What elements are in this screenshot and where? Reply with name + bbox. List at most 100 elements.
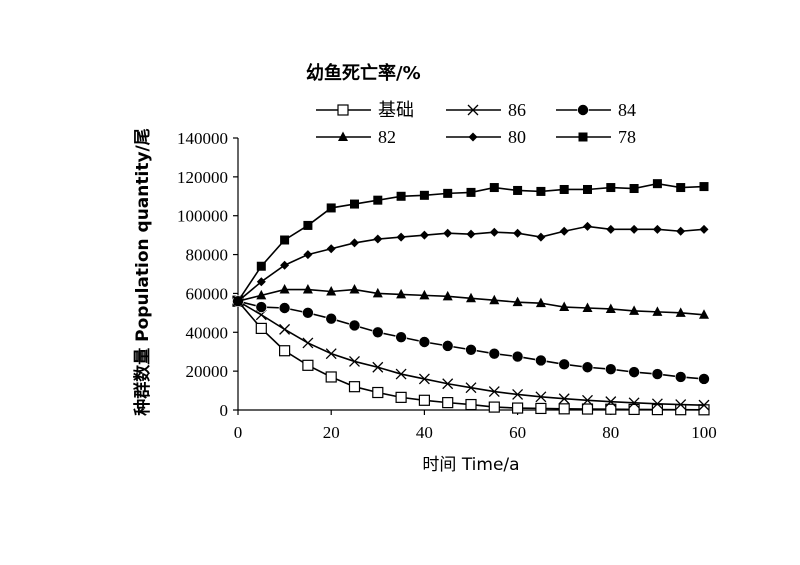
data-point (535, 297, 546, 308)
data-point (278, 302, 291, 314)
legend-item: 80 (446, 127, 526, 147)
data-point (441, 340, 454, 352)
data-point (418, 373, 430, 385)
x-tick-label: 0 (234, 423, 243, 442)
legend-item: 86 (446, 100, 526, 120)
data-point (465, 343, 477, 356)
x-tick-label: 20 (323, 423, 340, 442)
data-point (699, 224, 709, 234)
legend-marker (467, 104, 479, 116)
data-point (395, 331, 407, 343)
data-point (559, 301, 570, 312)
y-tick-label: 100000 (177, 207, 228, 226)
data-point (280, 235, 290, 245)
data-point (325, 371, 337, 383)
legend-marker (337, 104, 349, 116)
data-point (326, 285, 337, 296)
data-point (513, 228, 523, 238)
data-point (325, 348, 337, 360)
data-point (606, 224, 616, 234)
x-tick-label: 40 (416, 423, 433, 442)
data-point (442, 378, 454, 390)
data-point (488, 347, 501, 360)
legend-label: 基础 (378, 100, 414, 121)
data-point (396, 191, 406, 201)
legend-marker (338, 131, 348, 141)
legend-marker (577, 104, 589, 116)
data-point (512, 388, 524, 400)
data-point (511, 402, 524, 414)
data-point (628, 403, 640, 416)
data-point (372, 287, 383, 298)
x-tick-label: 100 (691, 423, 717, 442)
data-point (604, 363, 617, 376)
data-point (605, 403, 617, 415)
data-point (698, 373, 710, 385)
data-point (582, 302, 593, 312)
data-point (558, 403, 570, 415)
y-tick-label: 80000 (186, 246, 229, 265)
data-point (256, 261, 266, 271)
data-point (488, 401, 500, 413)
y-tick-label: 120000 (177, 168, 228, 187)
series-3 (232, 295, 710, 385)
data-point (279, 284, 290, 294)
data-point (395, 368, 407, 380)
data-point (326, 244, 336, 254)
data-point (535, 354, 547, 367)
data-point (302, 337, 314, 349)
data-point (303, 220, 313, 230)
data-point (606, 183, 616, 193)
series-6 (233, 179, 709, 306)
legend-item: 78 (556, 127, 636, 147)
data-point (373, 195, 383, 205)
data-point (605, 303, 616, 313)
data-point (583, 221, 592, 231)
legend-item: 82 (316, 127, 396, 147)
data-point (489, 183, 499, 193)
data-point (628, 397, 640, 409)
y-tick-label: 60000 (186, 284, 229, 303)
legend-label: 86 (508, 100, 526, 120)
legend-marker (468, 132, 478, 142)
data-point (511, 350, 524, 363)
data-point (698, 404, 710, 416)
data-point (442, 397, 454, 409)
data-point (302, 307, 314, 319)
data-point (325, 312, 338, 325)
data-point (396, 288, 407, 299)
data-point (256, 289, 267, 300)
data-point (558, 358, 571, 371)
data-point (629, 184, 639, 194)
y-tick-label: 140000 (177, 129, 228, 148)
data-point (465, 398, 477, 411)
data-point (372, 361, 384, 373)
data-point (675, 399, 687, 411)
data-point (302, 359, 314, 371)
data-point (466, 292, 476, 303)
data-point (303, 250, 313, 260)
data-point (629, 305, 640, 315)
legend-item: 84 (556, 100, 636, 120)
legend-label: 82 (378, 127, 396, 147)
data-point (466, 187, 476, 197)
data-point (698, 399, 710, 411)
data-point (699, 309, 709, 319)
data-point (349, 284, 360, 294)
data-point (419, 289, 430, 300)
data-point (489, 294, 500, 305)
data-point (581, 361, 594, 374)
data-point (255, 322, 267, 334)
data-point (396, 232, 406, 242)
data-point (255, 301, 268, 313)
data-point (350, 238, 359, 248)
legend-item: 基础 (316, 100, 414, 121)
y-tick-label: 40000 (186, 323, 229, 342)
data-point (348, 319, 361, 332)
data-point (629, 224, 639, 234)
data-point (675, 307, 686, 317)
data-point (256, 277, 266, 287)
data-point (652, 179, 662, 189)
data-point (418, 336, 431, 348)
data-point (581, 403, 594, 415)
